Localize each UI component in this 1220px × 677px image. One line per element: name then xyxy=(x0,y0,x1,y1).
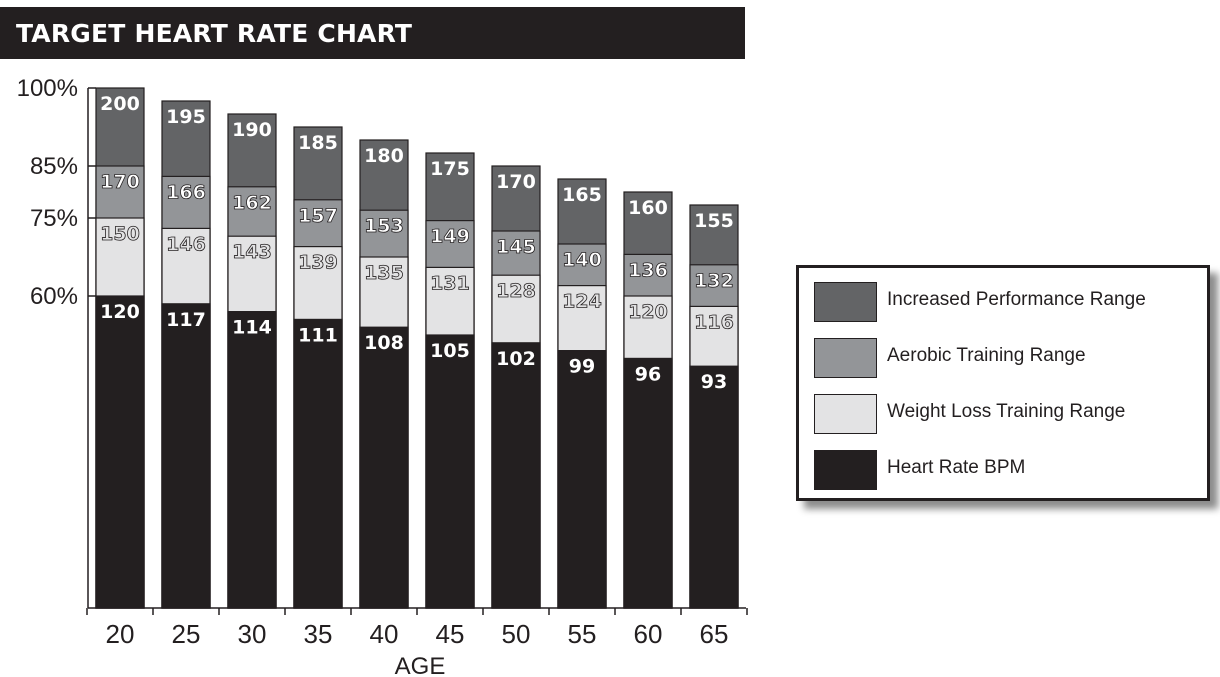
data-label: 150 xyxy=(100,223,140,245)
bar-segment xyxy=(293,318,343,609)
data-label: 146 xyxy=(166,233,206,255)
data-label: 185 xyxy=(298,132,338,154)
data-label: 145 xyxy=(496,236,536,258)
x-tick-label: 45 xyxy=(436,619,465,649)
data-label: 111 xyxy=(298,324,338,346)
bar-segment xyxy=(227,311,277,609)
data-label: 116 xyxy=(694,311,734,333)
data-label: 170 xyxy=(496,171,536,193)
chart-title: TARGET HEART RATE CHART xyxy=(16,19,413,48)
data-label: 149 xyxy=(430,226,470,248)
data-label: 140 xyxy=(562,249,602,271)
bar-segment xyxy=(491,342,541,609)
data-label: 120 xyxy=(628,301,668,323)
data-label: 165 xyxy=(562,184,602,206)
data-label: 136 xyxy=(628,259,668,281)
data-label: 93 xyxy=(701,371,727,393)
data-label: 160 xyxy=(628,197,668,219)
legend-swatch-aerobic xyxy=(814,338,877,378)
bar-segment xyxy=(161,303,211,609)
x-tick-label: 35 xyxy=(304,619,333,649)
data-label: 153 xyxy=(364,215,404,237)
legend-label-weight-loss: Weight Loss Training Range xyxy=(887,401,1126,422)
data-label: 108 xyxy=(364,332,404,354)
legend-swatch-weight-loss xyxy=(814,394,877,434)
x-tick-label: 30 xyxy=(238,619,267,649)
bar-segment xyxy=(95,295,145,609)
legend-swatch-heart-rate xyxy=(814,450,877,490)
data-label: 190 xyxy=(232,119,272,141)
title-bar: TARGET HEART RATE CHART xyxy=(0,7,745,59)
data-label: 180 xyxy=(364,145,404,167)
data-label: 99 xyxy=(569,356,595,378)
x-axis-title: AGE xyxy=(395,653,446,677)
y-tick-label: 100% xyxy=(17,75,78,102)
legend-label-aerobic: Aerobic Training Range xyxy=(887,345,1086,366)
bar-segment xyxy=(623,357,673,609)
legend-swatch-performance xyxy=(814,282,877,322)
x-tick-label: 55 xyxy=(568,619,597,649)
data-label: 124 xyxy=(562,291,602,313)
data-label: 139 xyxy=(298,252,338,274)
y-tick-label: 60% xyxy=(30,283,78,310)
data-label: 135 xyxy=(364,262,404,284)
x-tick-label: 20 xyxy=(106,619,135,649)
data-label: 200 xyxy=(100,93,140,115)
data-label: 120 xyxy=(100,301,140,323)
data-label: 102 xyxy=(496,348,536,370)
data-label: 195 xyxy=(166,106,206,128)
x-tick-label: 60 xyxy=(634,619,663,649)
legend-label-performance: Increased Performance Range xyxy=(887,289,1146,310)
y-tick-label: 85% xyxy=(30,153,78,180)
bar-segment xyxy=(689,365,739,609)
data-label: 170 xyxy=(100,171,140,193)
x-tick-label: 25 xyxy=(172,619,201,649)
data-label: 166 xyxy=(166,181,206,203)
legend: Increased Performance Range Aerobic Trai… xyxy=(796,265,1210,501)
bar-segment xyxy=(359,326,409,609)
data-label: 114 xyxy=(232,317,272,339)
data-label: 131 xyxy=(430,272,470,294)
data-label: 128 xyxy=(496,280,536,302)
data-label: 132 xyxy=(694,270,734,292)
y-tick-label: 75% xyxy=(30,205,78,232)
data-label: 105 xyxy=(430,340,470,362)
data-label: 143 xyxy=(232,241,272,263)
x-tick-label: 50 xyxy=(502,619,531,649)
bar-segment xyxy=(425,334,475,609)
data-label: 117 xyxy=(166,309,206,331)
x-tick-label: 40 xyxy=(370,619,399,649)
data-label: 162 xyxy=(232,192,272,214)
data-label: 96 xyxy=(635,363,661,385)
data-label: 155 xyxy=(694,210,734,232)
data-label: 157 xyxy=(298,205,338,227)
legend-label-heart-rate: Heart Rate BPM xyxy=(887,457,1026,478)
data-label: 175 xyxy=(430,158,470,180)
bar-segment xyxy=(557,350,607,609)
x-tick-label: 65 xyxy=(700,619,729,649)
